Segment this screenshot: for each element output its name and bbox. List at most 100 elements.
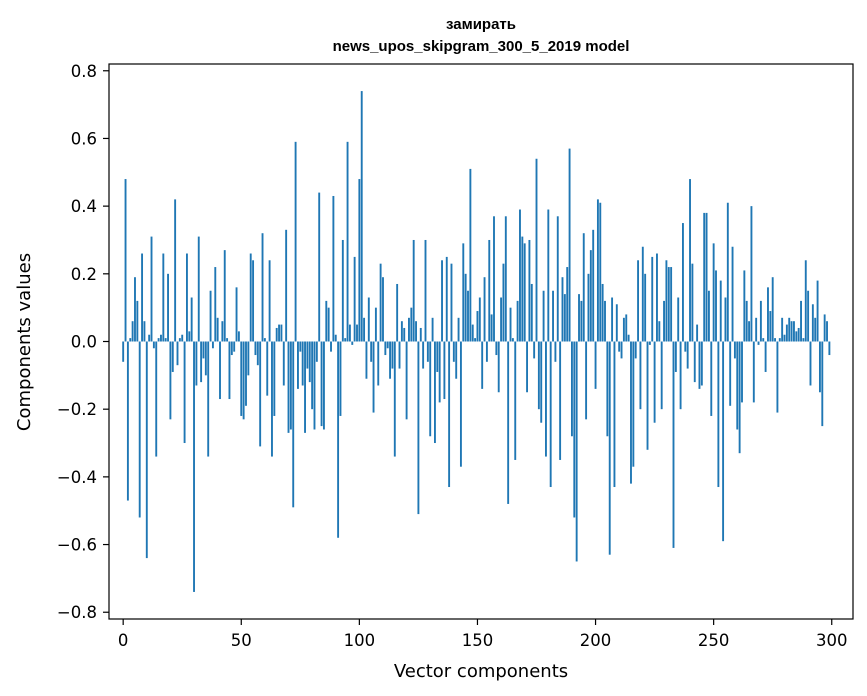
bar-190 xyxy=(570,341,573,437)
bar-193 xyxy=(578,294,580,342)
y-tick-label: −0.4 xyxy=(57,468,97,487)
bar-58 xyxy=(259,341,262,447)
bar-109 xyxy=(379,263,382,342)
bar-34 xyxy=(202,341,205,359)
bar-178 xyxy=(542,290,545,342)
bar-114 xyxy=(391,341,394,369)
bar-184 xyxy=(556,216,559,342)
bar-241 xyxy=(691,263,694,342)
bar-107 xyxy=(374,307,377,342)
bar-208 xyxy=(613,341,616,488)
x-tick-label: 100 xyxy=(344,631,376,650)
bar-219 xyxy=(639,341,642,410)
bar-299 xyxy=(828,341,831,356)
bar-187 xyxy=(563,294,566,342)
bar-279 xyxy=(781,317,784,342)
bar-112 xyxy=(386,341,389,349)
bar-50 xyxy=(240,341,243,416)
bar-111 xyxy=(384,341,387,356)
bar-77 xyxy=(304,341,306,433)
bar-214 xyxy=(627,334,630,342)
bar-254 xyxy=(722,341,725,542)
bar-31 xyxy=(195,341,198,386)
bar-144 xyxy=(462,243,465,342)
bar-49 xyxy=(237,331,240,342)
bar-296 xyxy=(821,341,824,427)
bar-88 xyxy=(330,341,332,352)
bar-262 xyxy=(741,341,743,403)
bar-101 xyxy=(360,91,363,342)
bar-168 xyxy=(519,209,521,342)
bar-136 xyxy=(443,341,446,400)
y-axis-label: Components values xyxy=(14,253,35,431)
bar-78 xyxy=(306,341,309,369)
bar-79 xyxy=(308,341,311,383)
bar-30 xyxy=(193,341,195,592)
bar-247 xyxy=(705,212,708,342)
bar-64 xyxy=(273,341,276,416)
y-tick-label: 0.4 xyxy=(71,197,97,216)
bar-74 xyxy=(297,341,299,389)
bar-260 xyxy=(736,341,739,430)
bar-14 xyxy=(155,341,158,457)
bar-257 xyxy=(729,341,732,406)
bar-269 xyxy=(757,341,760,345)
y-tick-label: −0.2 xyxy=(57,400,97,419)
bar-171 xyxy=(526,341,528,393)
bar-18 xyxy=(164,338,167,342)
x-tick-label: 250 xyxy=(698,631,730,650)
bar-130 xyxy=(429,341,432,437)
bar-60 xyxy=(263,338,266,342)
bar-165 xyxy=(511,338,514,342)
bar-185 xyxy=(559,341,562,460)
bar-287 xyxy=(800,300,802,342)
bar-45 xyxy=(228,341,231,400)
x-tick-label: 200 xyxy=(580,631,612,650)
bar-203 xyxy=(601,283,604,342)
bar-2 xyxy=(126,341,129,501)
bar-215 xyxy=(630,341,632,484)
bar-191 xyxy=(573,341,576,518)
bar-199 xyxy=(592,229,595,342)
bar-117 xyxy=(398,341,401,369)
bar-134 xyxy=(438,341,441,403)
bar-227 xyxy=(658,321,661,342)
bar-23 xyxy=(176,341,179,366)
bar-251 xyxy=(715,270,717,342)
bar-221 xyxy=(644,273,647,342)
bar-128 xyxy=(424,239,427,342)
bar-96 xyxy=(348,324,351,342)
x-axis-label: Vector components xyxy=(394,661,568,682)
bar-124 xyxy=(415,321,417,342)
bar-65 xyxy=(275,327,278,342)
bar-143 xyxy=(459,341,462,467)
bar-258 xyxy=(731,246,734,342)
bar-61 xyxy=(266,341,269,396)
bar-266 xyxy=(750,206,753,342)
y-tick-label: 0.2 xyxy=(71,265,97,284)
bar-38 xyxy=(211,341,214,349)
bar-108 xyxy=(377,341,380,386)
bar-163 xyxy=(507,341,510,504)
bar-97 xyxy=(351,341,354,345)
bar-82 xyxy=(315,341,318,362)
bar-270 xyxy=(759,300,762,342)
x-tick-label: 300 xyxy=(816,631,848,650)
bar-288 xyxy=(802,338,805,342)
bar-138 xyxy=(448,341,451,488)
bar-19 xyxy=(167,273,169,342)
bar-256 xyxy=(726,202,729,342)
bar-121 xyxy=(408,317,410,342)
bar-188 xyxy=(566,267,569,342)
bar-132 xyxy=(434,341,436,444)
bar-142 xyxy=(457,317,460,342)
bar-159 xyxy=(497,341,500,393)
bar-89 xyxy=(332,195,335,342)
bar-289 xyxy=(804,260,807,342)
bar-183 xyxy=(554,341,557,362)
bar-189 xyxy=(568,148,571,342)
bar-103 xyxy=(365,341,368,379)
bar-268 xyxy=(755,317,758,342)
bar-83 xyxy=(318,192,321,342)
